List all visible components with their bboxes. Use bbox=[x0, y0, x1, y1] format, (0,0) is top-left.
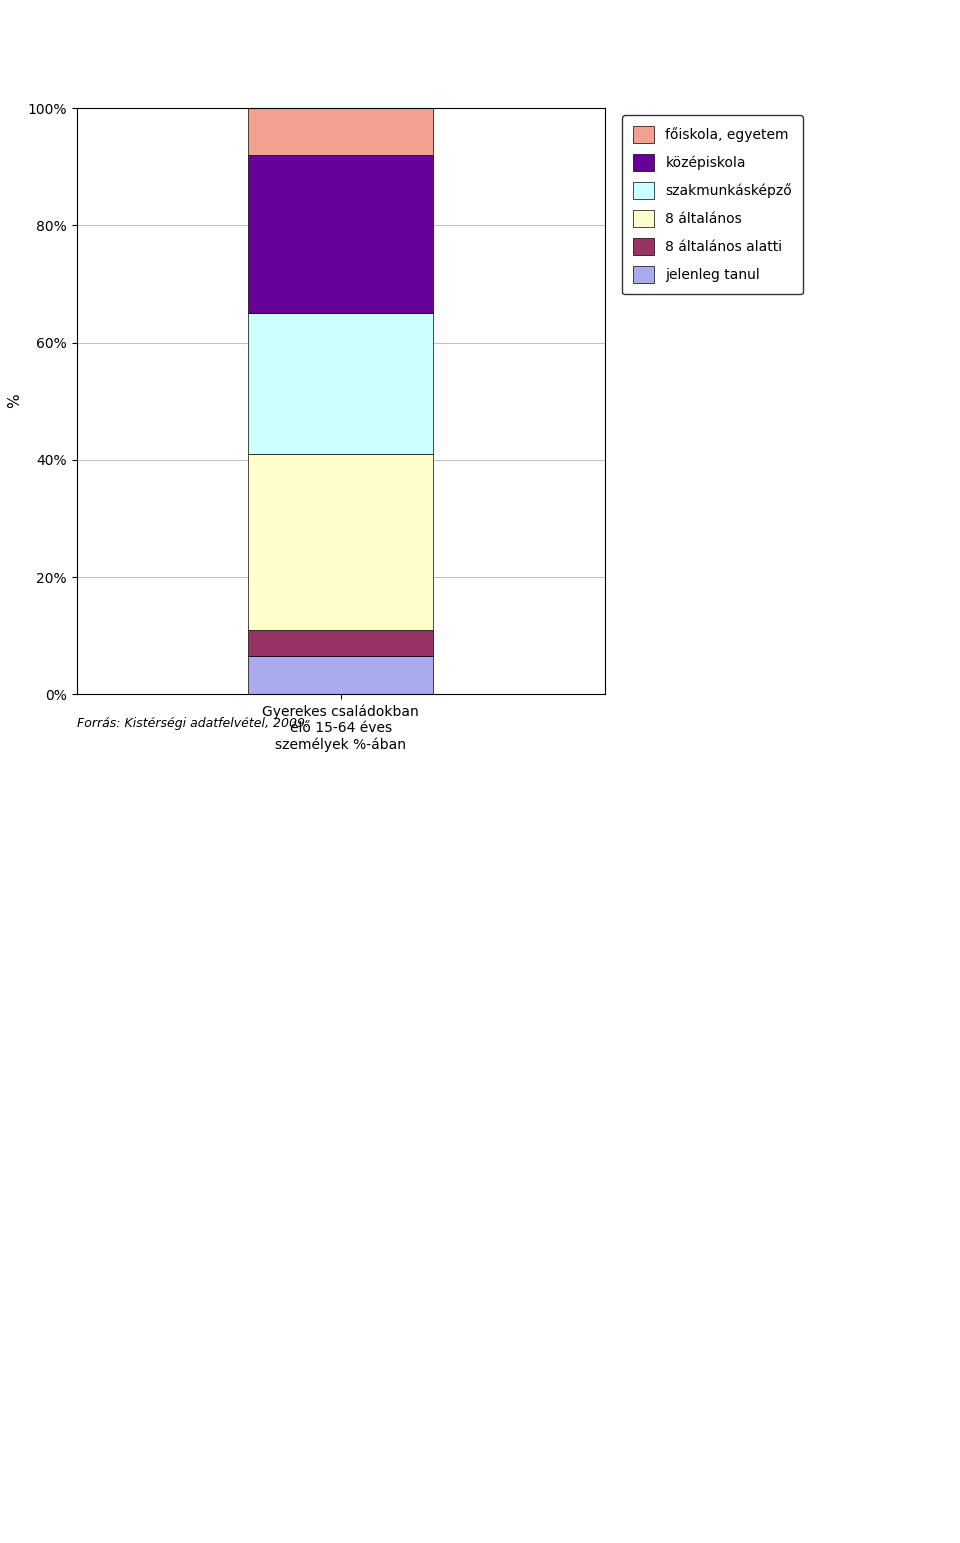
Bar bbox=[249, 656, 433, 694]
Text: Forrás: Kistérségi adatfelvétel, 2009.: Forrás: Kistérségi adatfelvétel, 2009. bbox=[77, 717, 309, 730]
Bar bbox=[249, 154, 433, 313]
Bar bbox=[249, 630, 433, 656]
Bar bbox=[249, 105, 433, 154]
Bar bbox=[249, 313, 433, 454]
Bar bbox=[249, 454, 433, 630]
Legend: főiskola, egyetem, középiskola, szakmunkásképző, 8 általános, 8 általános alatti: főiskola, egyetem, középiskola, szakmunk… bbox=[622, 116, 804, 295]
Y-axis label: %: % bbox=[7, 393, 22, 409]
